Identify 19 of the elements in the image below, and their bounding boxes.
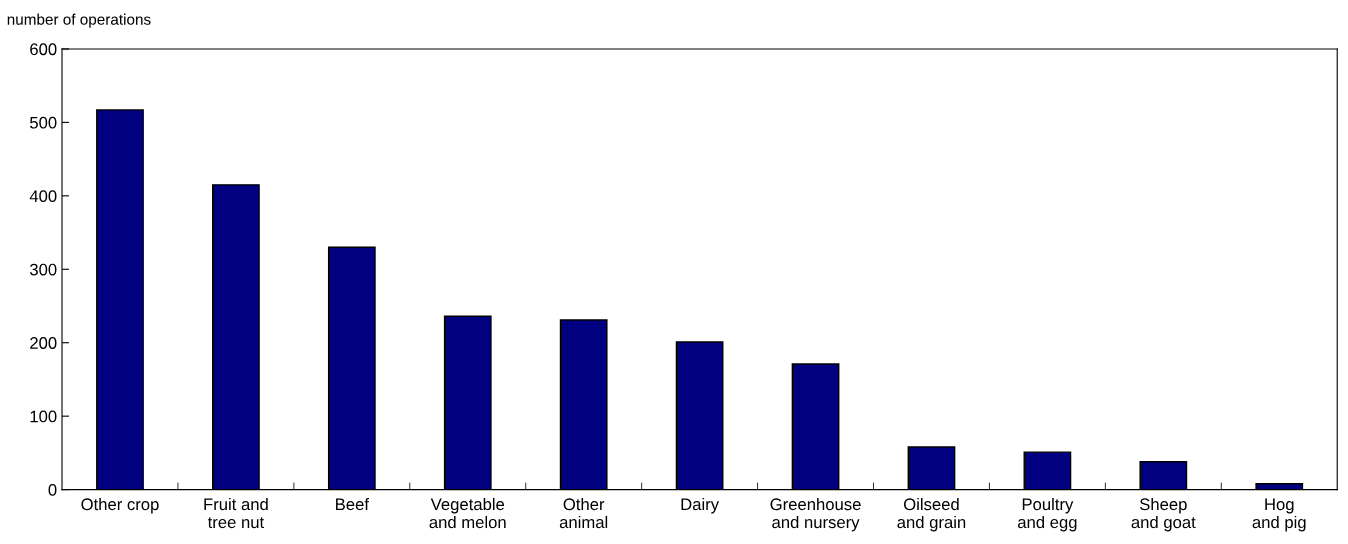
y-axis-title: number of operations xyxy=(7,13,151,28)
x-tick-label: Greenhouse and nursery xyxy=(770,497,861,532)
y-tick-label: 100 xyxy=(30,410,57,423)
y-tick-label: 0 xyxy=(48,484,57,496)
x-tick-label: Beef xyxy=(336,497,369,511)
y-tick-label: 200 xyxy=(30,337,57,349)
x-tick-label: Vegetable and melon xyxy=(429,497,506,529)
x-tick-label: Other crop xyxy=(81,497,159,514)
x-tick-label: Sheep and goat xyxy=(1131,497,1196,532)
y-tick-label: 600 xyxy=(30,43,57,56)
y-tick-label: 500 xyxy=(30,116,57,129)
x-tick-label: Other animal xyxy=(559,497,608,529)
x-tick-label: Dairy xyxy=(681,497,720,514)
x-tick-label: Poultry and egg xyxy=(1017,497,1077,532)
y-tick-label: 300 xyxy=(29,263,57,276)
x-tick-label: Fruit and tree nut xyxy=(204,497,268,529)
x-tick-label: Oilseed and grain xyxy=(897,497,966,532)
y-tick-label: 400 xyxy=(29,190,57,203)
x-tick-label: Hog and pig xyxy=(1252,498,1306,532)
